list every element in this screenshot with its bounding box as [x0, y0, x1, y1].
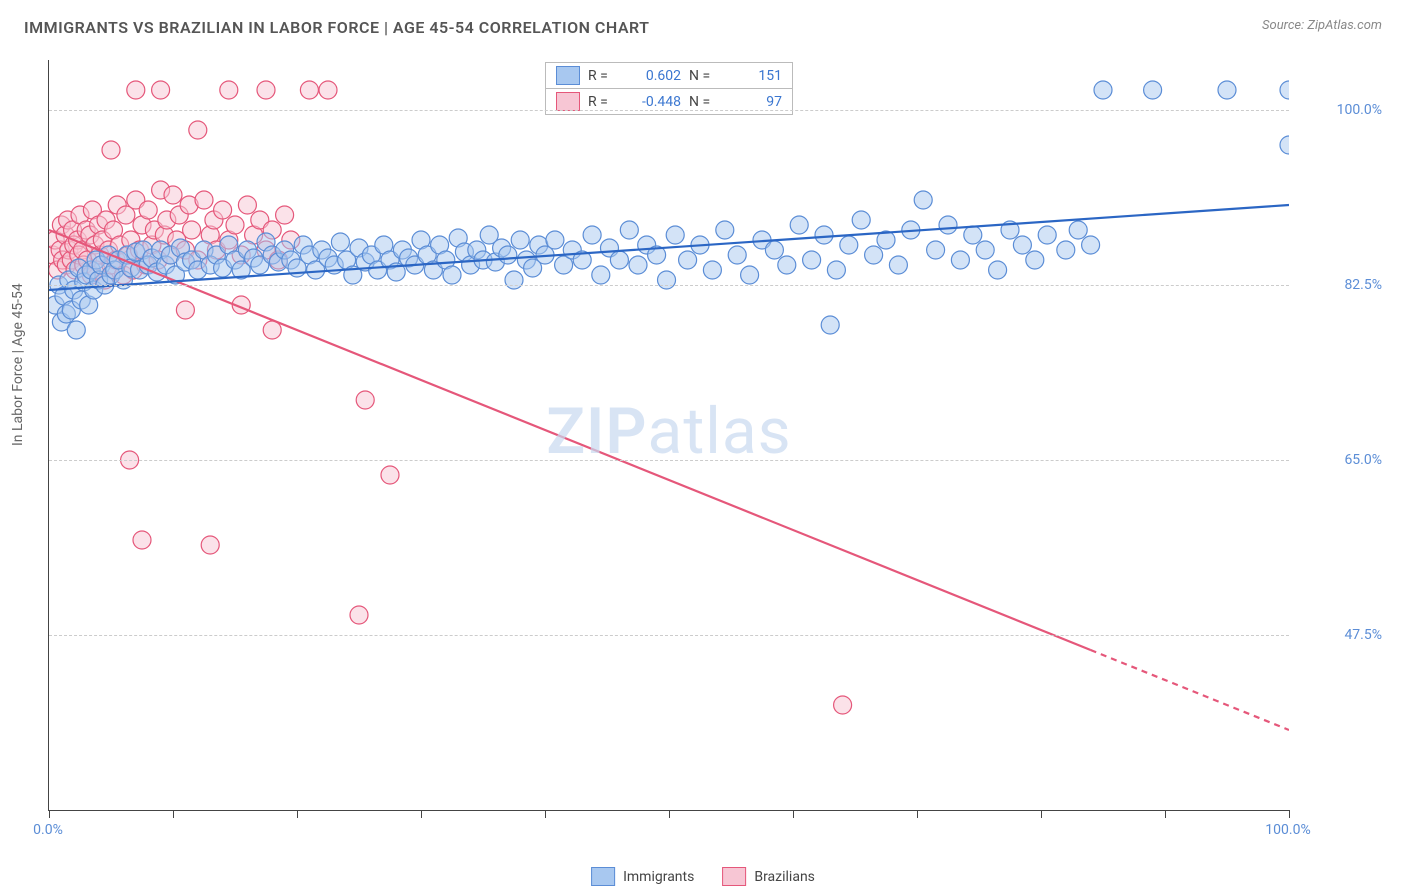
y-tick-label: 82.5% [1344, 277, 1382, 293]
legend-series-item: Brazilians [722, 867, 815, 886]
x-tick-mark [1165, 810, 1166, 818]
x-tick-label: 0.0% [33, 822, 63, 838]
n-label: N = [689, 68, 719, 84]
correlation-chart-container: IMMIGRANTS VS BRAZILIAN IN LABOR FORCE |… [0, 0, 1406, 892]
r-label: R = [588, 94, 618, 110]
blue-swatch-icon [556, 66, 580, 85]
grid-line [49, 110, 1289, 111]
legend-series: Immigrants Brazilians [591, 867, 815, 886]
n-value: 97 [727, 94, 782, 110]
pink-swatch-icon [722, 867, 746, 886]
blue-swatch-icon [591, 867, 615, 886]
r-value: 0.602 [626, 68, 681, 84]
x-tick-mark [297, 810, 298, 818]
x-tick-mark [545, 810, 546, 818]
legend-series-label: Immigrants [623, 869, 694, 885]
y-axis-label: In Labor Force | Age 45-54 [10, 283, 26, 446]
grid-line [49, 285, 1289, 286]
x-tick-mark [1041, 810, 1042, 818]
x-tick-mark [173, 810, 174, 818]
plot-svg [49, 60, 1289, 810]
x-tick-mark [1289, 810, 1290, 818]
legend-correlation-row: R = 0.602 N = 151 [546, 63, 792, 88]
x-tick-mark [421, 810, 422, 818]
grid-line [49, 635, 1289, 636]
r-label: R = [588, 68, 618, 84]
x-tick-label: 100.0% [1265, 822, 1310, 838]
x-tick-mark [669, 810, 670, 818]
pink-swatch-icon [556, 92, 580, 111]
y-tick-label: 65.0% [1344, 452, 1382, 468]
x-tick-mark [49, 810, 50, 818]
legend-series-label: Brazilians [754, 869, 815, 885]
chart-title: IMMIGRANTS VS BRAZILIAN IN LABOR FORCE |… [24, 18, 650, 37]
y-tick-label: 100.0% [1337, 102, 1382, 118]
n-value: 151 [727, 68, 782, 84]
x-tick-mark [793, 810, 794, 818]
x-tick-mark [917, 810, 918, 818]
r-value: -0.448 [626, 94, 681, 110]
legend-correlation: R = 0.602 N = 151 R = -0.448 N = 97 [545, 62, 793, 115]
y-tick-label: 47.5% [1344, 627, 1382, 643]
plot-area: ZIPatlas R =0.602N =151R =-0.448N =97 [48, 60, 1289, 811]
legend-series-item: Immigrants [591, 867, 694, 886]
source-attribution: Source: ZipAtlas.com [1262, 18, 1382, 33]
grid-line [49, 460, 1289, 461]
n-label: N = [689, 94, 719, 110]
